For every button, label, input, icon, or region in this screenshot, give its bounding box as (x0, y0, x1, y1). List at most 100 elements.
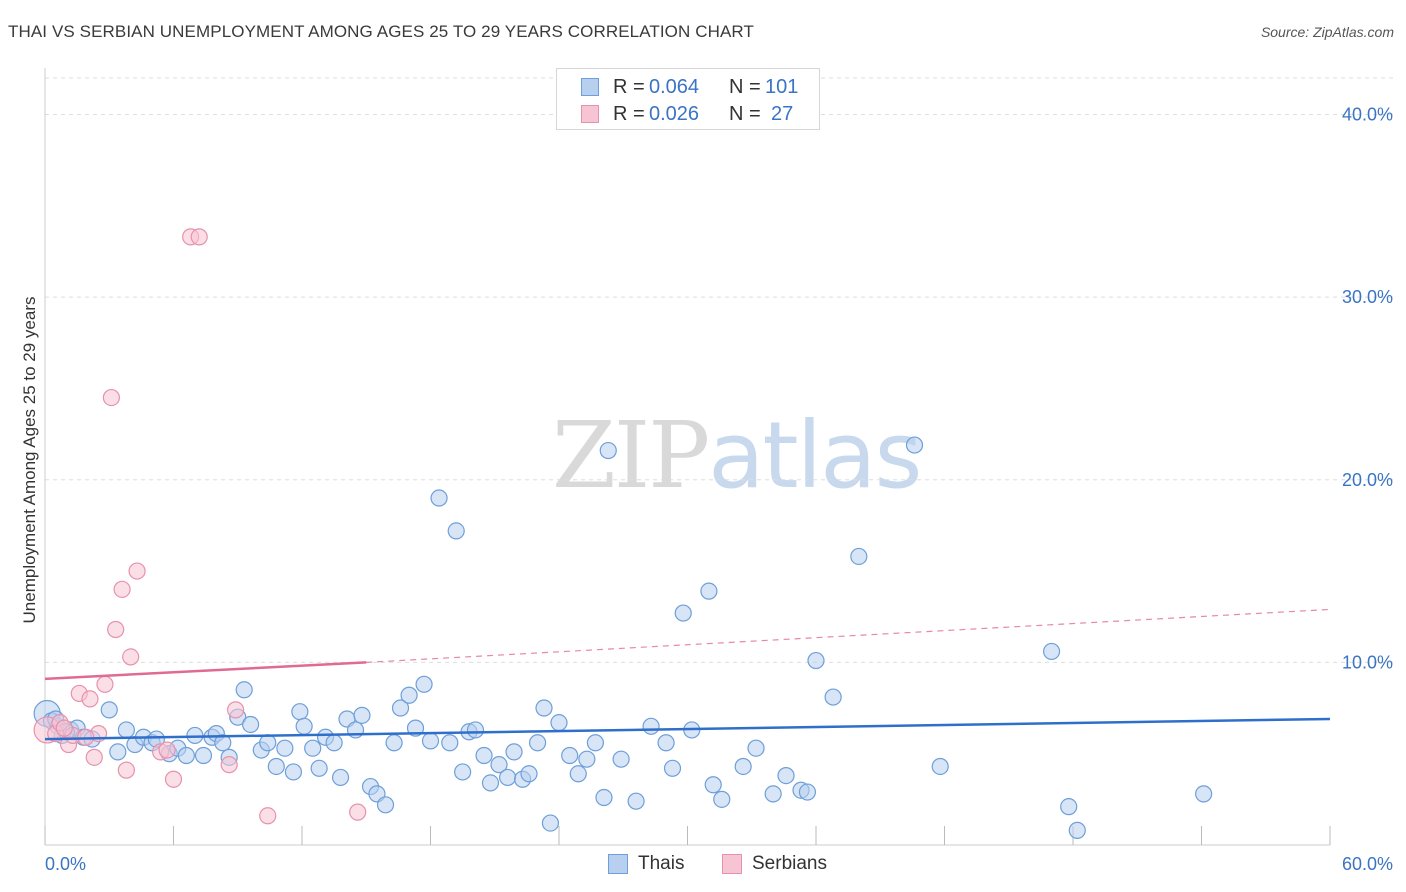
serbians-swatch (581, 105, 599, 123)
thais-point (1042, 642, 1061, 661)
serbians-point (96, 675, 114, 693)
serbians-point (164, 770, 183, 788)
thais-point (535, 699, 553, 717)
thais-point (385, 734, 403, 752)
thais-point (595, 788, 613, 807)
y-tick-label: 30.0% (1342, 287, 1393, 307)
source-label: Source: ZipAtlas.com (1260, 24, 1394, 40)
thais-point (415, 675, 433, 693)
watermark: ZIPatlas (552, 402, 923, 509)
thais-point (642, 717, 660, 735)
thais-point (1068, 821, 1086, 839)
thais-point (481, 774, 500, 792)
thais-point (627, 792, 645, 810)
thais-point (569, 765, 587, 783)
thais-point (1060, 798, 1078, 816)
thais-point (674, 604, 692, 622)
thais-point (586, 734, 605, 752)
thais-point (520, 765, 538, 783)
thais-point (663, 759, 682, 777)
serbians-point (117, 761, 135, 779)
thais-point (242, 715, 260, 734)
thais-point (528, 734, 547, 752)
thais-point (466, 721, 485, 739)
legend-serbians-label: Serbians (752, 853, 827, 874)
thais-point (267, 757, 285, 776)
thais-trend-line (44, 717, 1331, 741)
thais-point (441, 734, 459, 752)
thais-point (777, 767, 795, 785)
thais-point (713, 790, 731, 808)
thais-r-value: 0.064 (649, 75, 700, 98)
x-tick-label: 60.0% (1342, 854, 1393, 874)
thais-point (100, 701, 118, 719)
thais-point (310, 759, 328, 777)
serbians-point (113, 580, 131, 598)
serbians-trend-extension (366, 608, 1331, 663)
thais-swatch (581, 78, 599, 96)
thais-point (430, 489, 448, 507)
y-tick-label: 10.0% (1342, 652, 1393, 672)
thais-point (376, 796, 395, 814)
serbians-point (158, 741, 176, 759)
thais-point (599, 441, 617, 460)
thais-point (177, 746, 195, 765)
serbians-point (190, 228, 208, 246)
thais-point (747, 739, 765, 757)
thais-point (1195, 785, 1213, 803)
serbians-point (128, 562, 146, 580)
serbians-r-label: R = (613, 102, 645, 125)
thais-point (764, 785, 782, 803)
thais-n-label: N = (729, 75, 761, 98)
serbians-n-label: N = (729, 102, 761, 125)
serbians-n-value: 27 (771, 102, 794, 125)
serbians-point (220, 756, 238, 774)
thais-point (235, 681, 253, 699)
thais-point (400, 686, 418, 704)
thais-point (194, 746, 213, 765)
legend-item-thais: Thais (608, 852, 684, 876)
thais-point (824, 688, 842, 706)
thais-point (295, 717, 313, 735)
x-tick-label: 0.0% (45, 854, 86, 874)
thais-point (325, 734, 343, 752)
chart-title: THAI VS SERBIAN UNEMPLOYMENT AMONG AGES … (8, 22, 754, 41)
legend-thais-swatch (608, 854, 628, 874)
serbians-point (85, 748, 103, 766)
thais-point (931, 757, 949, 776)
serbians-point (107, 620, 125, 639)
legend-thais-label: Thais (638, 853, 685, 874)
thais-point (276, 739, 294, 757)
thais-point (505, 743, 523, 761)
y-tick-label: 40.0% (1342, 105, 1393, 125)
legend-serbians-swatch (722, 854, 742, 874)
thais-point (391, 699, 410, 717)
serbians-point (349, 803, 367, 821)
thais-point (905, 436, 924, 454)
thais-n-value: 101 (765, 75, 799, 98)
thais-point (541, 814, 560, 832)
thais-point (578, 750, 596, 768)
thais-point (550, 714, 568, 732)
thais-point (700, 582, 718, 600)
serbians-point (81, 690, 99, 708)
stats-box: R = 0.064 N = 101 R = 0.026 N = 27 (556, 68, 820, 130)
thais-point (734, 757, 752, 776)
thais-point (490, 756, 508, 774)
thais-point (284, 763, 303, 781)
thais-point (214, 734, 232, 752)
serbians-trend-line (44, 661, 367, 681)
thais-point (353, 706, 371, 724)
thais-point (798, 783, 817, 801)
thais-point (421, 732, 440, 750)
thais-point (612, 750, 630, 768)
thais-point (475, 746, 493, 765)
thais-point (704, 776, 722, 794)
serbians-r-value: 0.026 (649, 102, 700, 125)
serbians-point (102, 388, 120, 407)
thais-point (850, 547, 868, 566)
thais-point (304, 739, 322, 757)
watermark-zip: ZIP (552, 402, 710, 509)
thais-point (259, 734, 277, 752)
